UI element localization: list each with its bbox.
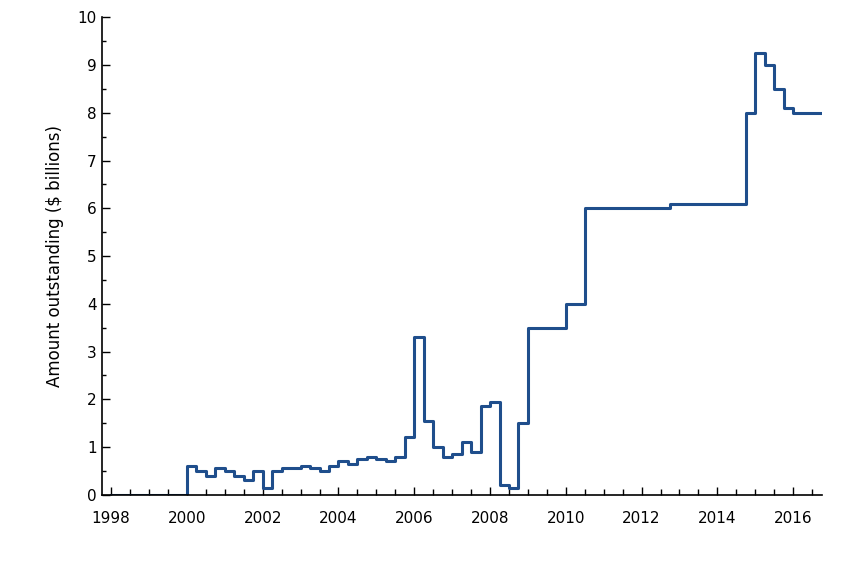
Y-axis label: Amount outstanding ($ billions): Amount outstanding ($ billions)	[46, 125, 64, 387]
